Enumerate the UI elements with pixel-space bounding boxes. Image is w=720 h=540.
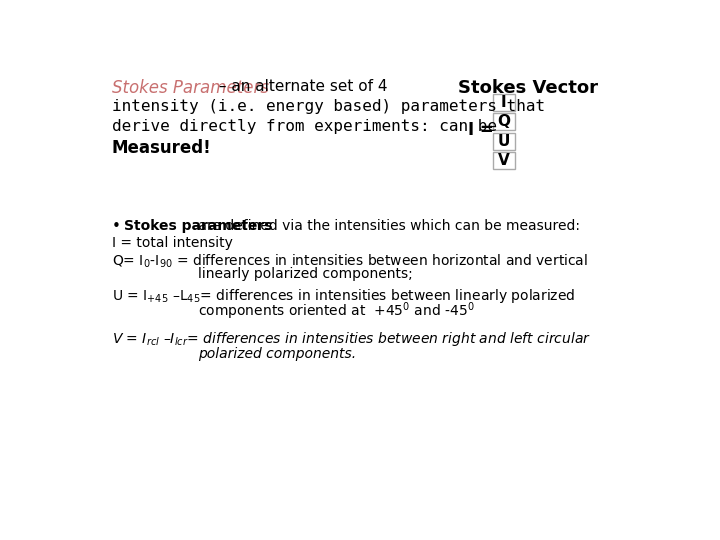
Text: Stokes Vector: Stokes Vector [458, 79, 598, 97]
Text: – an alternate set of 4: – an alternate set of 4 [214, 79, 387, 93]
Text: •: • [112, 219, 120, 234]
Text: derive directly from experiments: can be: derive directly from experiments: can be [112, 119, 497, 134]
FancyBboxPatch shape [493, 94, 515, 111]
Text: are defined via the intensities which can be measured:: are defined via the intensities which ca… [194, 219, 580, 233]
FancyBboxPatch shape [493, 113, 515, 130]
Text: V = I$_{rcl}$ –I$_{lcr}$= differences in intensities between right and left circ: V = I$_{rcl}$ –I$_{lcr}$= differences in… [112, 330, 590, 348]
Text: Measured!: Measured! [112, 139, 212, 157]
Text: linearly polarized components;: linearly polarized components; [199, 267, 413, 281]
Text: Stokes Parameters: Stokes Parameters [112, 79, 269, 97]
Text: intensity (i.e. energy based) parameters that: intensity (i.e. energy based) parameters… [112, 99, 545, 114]
FancyBboxPatch shape [493, 132, 515, 150]
Text: U = I$_{+45}$ –L$_{45}$= differences in intensities between linearly polarized: U = I$_{+45}$ –L$_{45}$= differences in … [112, 287, 575, 305]
Text: U: U [498, 133, 510, 148]
Text: polarized components.: polarized components. [199, 347, 356, 361]
Text: I: I [501, 95, 507, 110]
Text: components oriented at  +45$^0$ and -45$^0$: components oriented at +45$^0$ and -45$^… [199, 300, 475, 322]
Text: I =: I = [468, 122, 494, 139]
Text: Q: Q [498, 114, 510, 129]
Text: I = total intensity: I = total intensity [112, 236, 233, 249]
Text: V: V [498, 153, 510, 168]
Text: Q= I$_0$-I$_{90}$ = differences in intensities between horizontal and vertical: Q= I$_0$-I$_{90}$ = differences in inten… [112, 253, 588, 270]
Text: Stokes parameters: Stokes parameters [124, 219, 273, 233]
FancyBboxPatch shape [493, 152, 515, 168]
